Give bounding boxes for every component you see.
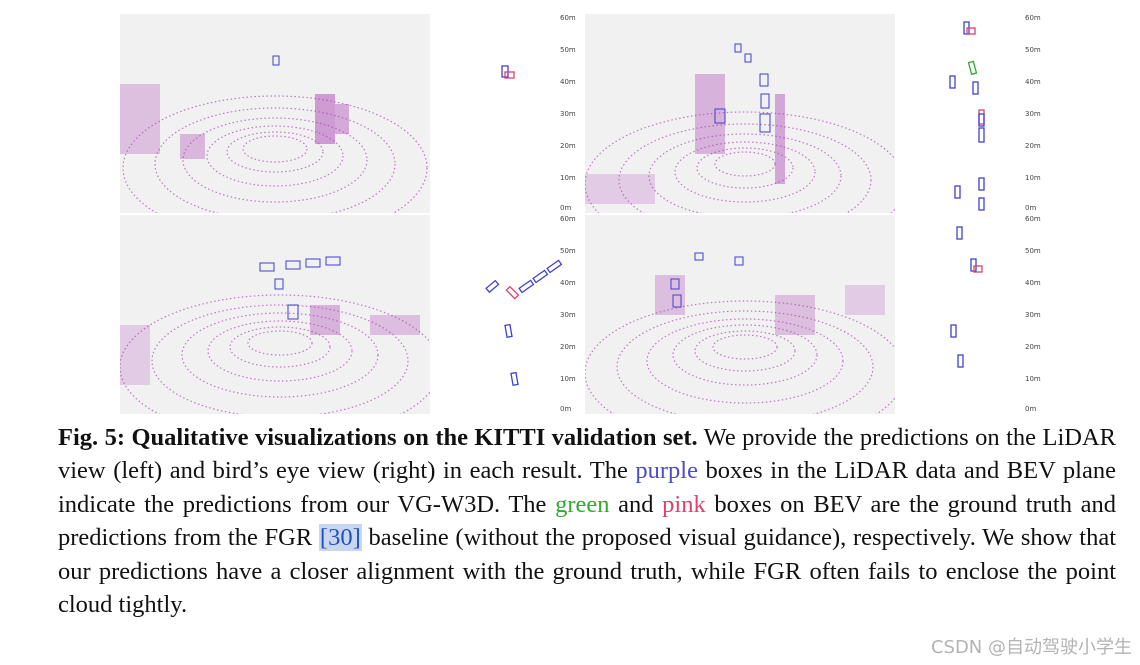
caption-word-purple: purple [635,457,698,485]
bev-tick: 60m [1025,14,1041,22]
caption-word-pink: pink [662,490,706,518]
bev-tick: 60m [560,215,576,223]
caption-text: boxes on BEV are the ground truth and pr… [58,490,1116,552]
lidar-view-1 [120,14,430,213]
bev-tick: 60m [560,14,576,22]
bev-tick: 10m [560,174,576,182]
lidar-pointcloud-3 [120,256,430,414]
bev-view-1: 60m 50m 40m 30m 20m 10m 0m [430,14,585,213]
citation-link[interactable]: [30] [318,524,362,552]
bev-tick: 0m [1025,204,1037,212]
bev-tick: 30m [560,110,576,118]
caption-text: and [609,490,663,518]
caption-text: We provide the predictions on the LiDAR … [58,424,1116,485]
caption-label: Fig. 5: Qualitative visualizations on th… [58,424,698,451]
bev-tick: 30m [1025,311,1041,319]
bev-tick: 40m [1025,78,1041,86]
bev-tick: 20m [560,343,576,351]
bev-tick: 0m [560,204,572,212]
bev-tick: 40m [1025,279,1041,287]
bev-boxes-3 [485,259,563,387]
figure-grid: 60m 50m 40m 30m 20m 10m 0m [120,14,1050,414]
bev-tick: 20m [1025,343,1041,351]
lidar-view-2 [585,14,895,213]
bev-tick: 10m [560,375,576,383]
bev-tick: 50m [560,46,576,54]
bev-tick: 0m [1025,405,1037,413]
lidar-view-4 [585,215,895,414]
bev-view-2: 60m 50m 40m 30m 20m 10m 0m [895,14,1050,213]
bev-boxes-4 [950,226,983,368]
bev-tick: 30m [1025,110,1041,118]
bev-tick: 50m [560,247,576,255]
lidar-pointcloud-2 [585,43,895,213]
bev-view-3: 60m 50m 40m 30m 20m 10m 0m [430,215,585,414]
bev-tick: 50m [1025,46,1041,54]
bev-tick: 10m [1025,174,1041,182]
caption-word-green: green [555,490,610,518]
lidar-view-3 [120,215,430,414]
bev-tick: 20m [1025,142,1041,150]
bev-tick: 40m [560,279,576,287]
bev-view-4: 60m 50m 40m 30m 20m 10m 0m [895,215,1050,414]
figure-caption: Fig. 5: Qualitative visualizations on th… [58,421,1116,621]
bev-tick: 0m [560,405,572,413]
bev-tick: 30m [560,311,576,319]
bev-tick: 60m [1025,215,1041,223]
caption-text: boxes in the LiDAR data and BEV plane in… [58,457,1116,518]
bev-boxes-2 [949,21,985,211]
lidar-pointcloud-4 [585,252,895,414]
lidar-pointcloud-1 [120,55,428,213]
bev-boxes-1 [501,65,515,79]
bev-tick: 50m [1025,247,1041,255]
caption-text: baseline (without the proposed visual gu… [58,524,1117,619]
watermark: CSDN @自动驾驶小学生 [930,637,1132,658]
bev-tick: 10m [1025,375,1041,383]
bev-tick: 40m [560,78,576,86]
bev-tick: 20m [560,142,576,150]
